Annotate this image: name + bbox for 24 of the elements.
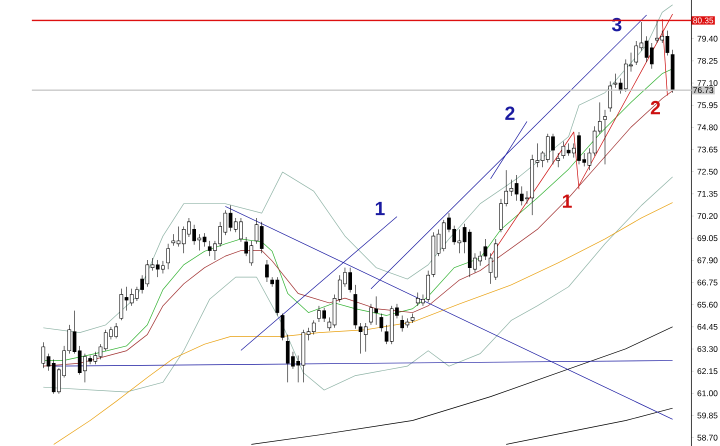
y-tick-label: 69.05 bbox=[698, 235, 718, 241]
series-label: 2 bbox=[505, 106, 514, 120]
y-tick-label: 78.25 bbox=[698, 58, 718, 64]
y-tick-label: 70.20 bbox=[698, 212, 718, 219]
y-tick-label: 71.35 bbox=[698, 190, 718, 197]
y-tick-label: 67.90 bbox=[698, 257, 718, 264]
series-label: 2 bbox=[650, 100, 660, 114]
y-tick-label: 79.40 bbox=[698, 36, 718, 42]
y-tick-label: 77.10 bbox=[698, 80, 718, 86]
y-tick-label: 59.85 bbox=[697, 412, 718, 418]
y-tick-label: 61.00 bbox=[698, 390, 718, 396]
y-tick-label: 75.95 bbox=[698, 102, 718, 108]
ref-line-label: 80.35 bbox=[693, 17, 714, 24]
ref-line-label: 76.73 bbox=[693, 87, 714, 93]
y-tick-label: 73.65 bbox=[698, 146, 718, 152]
y-tick-label: 64.45 bbox=[698, 324, 718, 330]
y-tick-label: 66.75 bbox=[698, 279, 718, 286]
y-tick-label: 58.70 bbox=[697, 434, 718, 440]
y-tick-label: 72.50 bbox=[698, 168, 718, 174]
series-label: 1 bbox=[376, 202, 385, 215]
y-tick-label: 62.15 bbox=[698, 368, 718, 374]
y-tick-label: 63.30 bbox=[698, 346, 718, 352]
y-tick-label: 65.60 bbox=[698, 302, 718, 308]
y-tick-label: 74.80 bbox=[698, 124, 718, 130]
